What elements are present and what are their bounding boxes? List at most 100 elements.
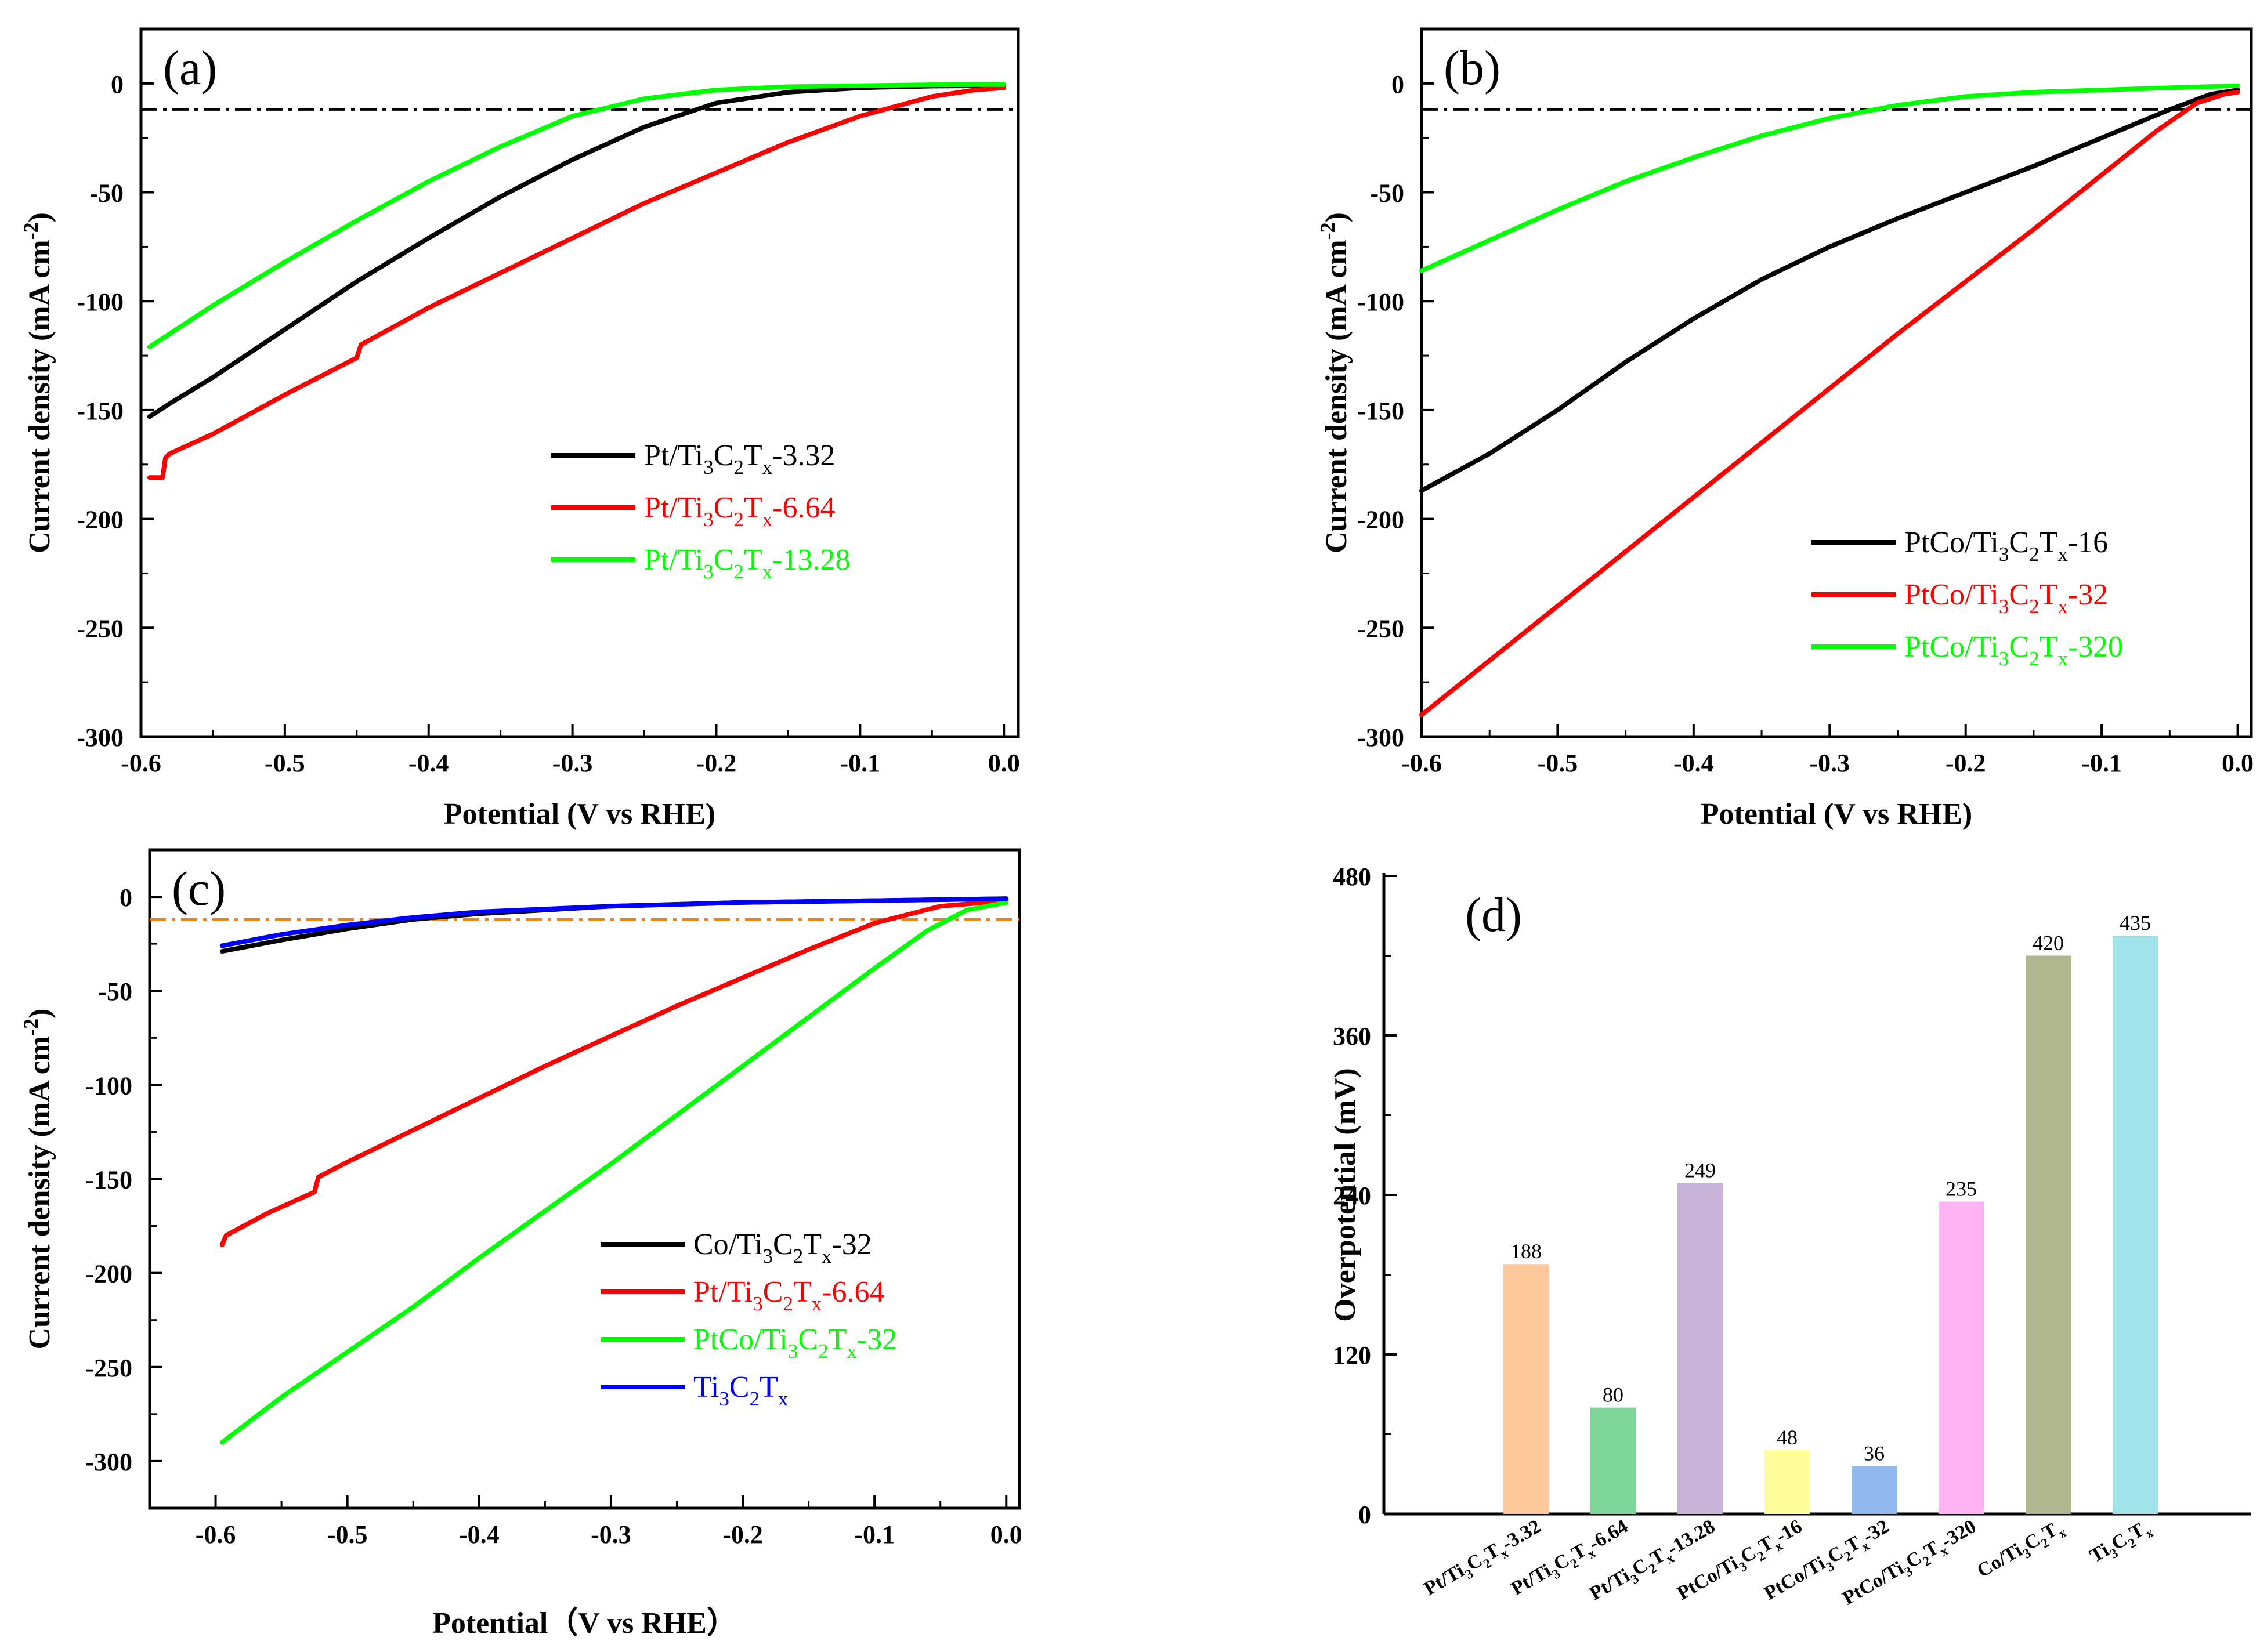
x-axis-label: Potential（V vs RHE） xyxy=(432,1606,737,1640)
y-axis-label-base: Current density (mA cm xyxy=(23,240,56,553)
label-part: C xyxy=(2009,578,2029,611)
label-part: Co/Ti xyxy=(1973,1539,2026,1582)
y-tick-label: -300 xyxy=(1357,723,1404,752)
label-subscript: 3 xyxy=(1999,595,2009,618)
y-tick-label: -300 xyxy=(77,723,124,752)
legend-entry: Pt/Ti3C2Tx-3.32 xyxy=(644,439,835,479)
x-tick-label: -0.3 xyxy=(591,1520,631,1549)
y-tick-label: -150 xyxy=(77,397,124,425)
y-tick-label: 360 xyxy=(1333,1022,1371,1050)
plot-frame xyxy=(139,27,1020,738)
series-line xyxy=(147,82,1007,350)
label-subscript: x xyxy=(778,1387,789,1410)
x-tick-label: -0.4 xyxy=(459,1520,500,1549)
bar xyxy=(1677,1183,1723,1514)
x-tick-label: -0.5 xyxy=(1538,749,1578,777)
label-part: PtCo/Ti xyxy=(1904,631,1999,664)
bar-value-label: 48 xyxy=(1777,1426,1798,1449)
bar-category-label: Ti3C2Tx xyxy=(2086,1516,2156,1571)
label-part: -32 xyxy=(2068,578,2108,611)
label-part: PtCo/Ti xyxy=(1673,1552,1742,1604)
label-subscript: x xyxy=(762,456,773,479)
bar-value-label: 420 xyxy=(2033,932,2064,955)
legend-entry: Pt/Ti3C2Tx-6.64 xyxy=(693,1276,884,1315)
label-part: T xyxy=(744,491,762,524)
series-line xyxy=(219,896,1009,948)
y-tick-label: -100 xyxy=(77,288,124,316)
label-subscript: 2 xyxy=(750,1387,760,1410)
legend-entry: Pt/Ti3C2Tx-13.28 xyxy=(644,544,850,583)
label-part: Pt/Ti xyxy=(1507,1560,1555,1600)
label-part: T xyxy=(2040,631,2058,664)
bar xyxy=(1939,1201,1984,1514)
label-subscript: 3 xyxy=(1999,543,2009,566)
y-tick-label: 0 xyxy=(111,70,124,99)
bar-value-label: 188 xyxy=(1510,1240,1542,1263)
label-subscript: 2 xyxy=(2029,647,2040,670)
label-part: C xyxy=(798,1323,818,1356)
chart-b: -0.6 -0.5 -0.4 -0.3 -0.2 -0.1 0.0 0 -50 -100 -150 -… xyxy=(1316,27,2254,831)
label-part: T xyxy=(793,1276,812,1309)
bar-value-label: 235 xyxy=(1946,1177,1977,1200)
legend-entry: PtCo/Ti3C2Tx-32 xyxy=(693,1323,897,1363)
legend-entry: PtCo/Ti3C2Tx-320 xyxy=(1904,631,2123,670)
label-part: T xyxy=(760,1371,778,1404)
bar xyxy=(1852,1466,1897,1514)
y-tick-label: -200 xyxy=(1357,506,1404,534)
y-axis-label: Current density (mA cm-2) xyxy=(19,212,56,553)
plot-frame xyxy=(148,848,1021,1510)
series-line xyxy=(1419,83,2240,273)
y-tick-label: -150 xyxy=(85,1166,132,1194)
x-tick-label: -0.1 xyxy=(2081,749,2122,777)
x-tick-label: 0.0 xyxy=(990,1520,1022,1549)
y-axis-label: Current density (mA cm-2) xyxy=(19,1009,56,1350)
bar xyxy=(2026,955,2071,1514)
label-subscript: 2 xyxy=(2029,543,2040,566)
label-subscript: x xyxy=(2057,543,2068,566)
x-axis-label: Potential (V vs RHE) xyxy=(1701,798,1972,831)
label-part: C xyxy=(714,439,734,472)
label-part: Co/Ti xyxy=(693,1228,763,1261)
x-tick-label: -0.4 xyxy=(408,749,449,777)
bar xyxy=(1503,1264,1549,1514)
x-tick-label: -0.6 xyxy=(196,1520,236,1549)
y-tick-label: -150 xyxy=(1357,397,1404,425)
label-part: T xyxy=(744,544,762,577)
label-subscript: 3 xyxy=(703,456,714,479)
label-part: -6.64 xyxy=(772,491,835,524)
label-subscript: 2 xyxy=(793,1245,804,1267)
y-axis-label: Current density (mA cm-2) xyxy=(1316,212,1353,553)
chart-a: -0.6 -0.5 -0.4 -0.3 -0.2 -0.1 0.0 0 -50 -100 -150 -… xyxy=(19,27,1020,831)
series-line xyxy=(1419,89,2240,718)
chart-c: -0.6 -0.5 -0.4 -0.3 -0.2 -0.1 0.0 0 -50 -100 -150 -… xyxy=(19,848,1022,1640)
label-part: -32 xyxy=(831,1228,872,1261)
x-tick-label: -0.2 xyxy=(696,749,737,777)
label-subscript: 2 xyxy=(2029,595,2040,618)
series-line xyxy=(219,898,1009,1247)
label-part: C xyxy=(714,491,734,524)
y-tick-label: -50 xyxy=(1370,179,1404,208)
bar-value-label: 36 xyxy=(1864,1442,1885,1465)
x-tick-label: -0.2 xyxy=(1946,749,1986,777)
label-subscript: 3 xyxy=(703,560,714,583)
panel-label: (a) xyxy=(163,41,217,95)
x-tick-label: -0.5 xyxy=(265,749,305,777)
bar-value-label: 249 xyxy=(1684,1158,1716,1182)
x-tick-label: -0.4 xyxy=(1673,749,1714,777)
legend-entry: Pt/Ti3C2Tx-6.64 xyxy=(644,491,835,531)
label-subscript: x xyxy=(762,508,773,531)
y-axis-label-base: Current density (mA cm xyxy=(1320,240,1353,553)
label-subscript: 3 xyxy=(719,1387,729,1410)
label-subscript: x xyxy=(2057,595,2068,618)
label-part: Pt/Ti xyxy=(1420,1560,1468,1600)
label-part: -13.28 xyxy=(1664,1516,1719,1560)
label-subscript: 3 xyxy=(788,1340,798,1363)
bar-value-label: 80 xyxy=(1603,1383,1623,1407)
label-subscript: 2 xyxy=(818,1340,829,1363)
label-subscript: 3 xyxy=(703,508,714,531)
y-tick-label: -50 xyxy=(98,977,132,1006)
label-subscript: x xyxy=(812,1292,822,1315)
x-tick-label: -0.5 xyxy=(327,1520,368,1549)
label-part: Pt/Ti xyxy=(693,1276,753,1309)
